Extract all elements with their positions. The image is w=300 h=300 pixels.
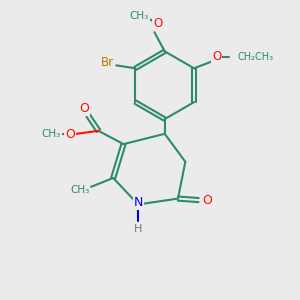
Text: O: O xyxy=(79,102,89,115)
Text: O: O xyxy=(212,50,221,63)
Text: O: O xyxy=(202,194,212,207)
Text: N: N xyxy=(134,196,143,208)
Text: CH₃: CH₃ xyxy=(70,185,89,195)
Text: O: O xyxy=(65,128,75,141)
Text: CH₂CH₃: CH₂CH₃ xyxy=(237,52,274,61)
Text: CH₃: CH₃ xyxy=(130,11,149,21)
Text: O: O xyxy=(153,17,163,31)
Text: H: H xyxy=(134,224,142,234)
Text: CH₃: CH₃ xyxy=(42,129,61,140)
Text: Br: Br xyxy=(101,56,114,70)
